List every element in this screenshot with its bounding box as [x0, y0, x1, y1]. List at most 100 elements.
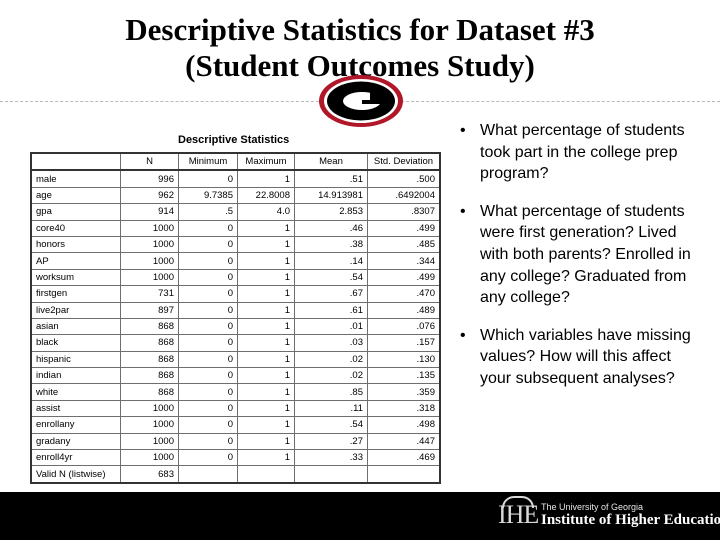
cell-mean: 14.913981 — [294, 186, 368, 205]
cell-mean: .14 — [294, 252, 368, 270]
table-row: asian 868 0 1.01.076 — [30, 317, 441, 336]
cell-maximum: 1 — [237, 317, 295, 336]
cell-std-deviation: .499 — [367, 219, 441, 237]
table-row: black 868 0 1.03.157 — [30, 334, 441, 352]
cell-variable: hispanic — [30, 350, 121, 369]
cell-minimum: 0 — [178, 432, 238, 451]
table-row: gpa 914.5 4.0 2.853.8307 — [30, 203, 441, 221]
header-mean: Mean — [294, 152, 368, 172]
cell-mean: .54 — [294, 268, 368, 287]
cell-minimum: 0 — [178, 219, 238, 237]
table-header-row: N Minimum Maximum Mean Std. Deviation — [30, 152, 441, 172]
cell-variable: AP — [30, 252, 121, 270]
table-row: hispanic 868 0 1.02.130 — [30, 350, 441, 369]
cell-maximum: 1 — [237, 219, 295, 237]
cell-mean — [294, 465, 368, 484]
table-row: worksum 1000 0 1.54.499 — [30, 268, 441, 287]
cell-minimum — [178, 465, 238, 484]
cell-variable: live2par — [30, 301, 121, 319]
cell-variable: indian — [30, 367, 121, 385]
header-std-deviation: Std. Deviation — [367, 152, 441, 172]
slide-title-line-1: Descriptive Statistics for Dataset #3 — [125, 12, 595, 47]
cell-variable: age — [30, 186, 121, 205]
cell-minimum: 9.7385 — [178, 186, 238, 205]
cell-n: 914 — [120, 203, 179, 221]
cell-n: 1000 — [120, 235, 179, 254]
cell-n: 1000 — [120, 416, 179, 434]
cell-n: 868 — [120, 334, 179, 352]
cell-variable: asian — [30, 317, 121, 336]
cell-minimum: 0 — [178, 285, 238, 303]
cell-maximum: 1 — [237, 383, 295, 401]
table-row: age 962 9.7385 22.8008 14.913981.6492004 — [30, 186, 441, 205]
cell-mean: .03 — [294, 334, 368, 352]
cell-minimum: 0 — [178, 334, 238, 352]
cell-maximum: 1 — [237, 399, 295, 418]
cell-maximum: 1 — [237, 268, 295, 287]
cell-n: 868 — [120, 383, 179, 401]
cell-mean: .85 — [294, 383, 368, 401]
header-variable — [30, 152, 121, 172]
cell-mean: .01 — [294, 317, 368, 336]
cell-maximum: 1 — [237, 334, 295, 352]
cell-maximum: 1 — [237, 350, 295, 369]
cell-mean: .61 — [294, 301, 368, 319]
bullet-dot-icon: • — [460, 122, 466, 139]
cell-maximum: 1 — [237, 367, 295, 385]
cell-minimum: 0 — [178, 169, 238, 188]
cell-n: 868 — [120, 350, 179, 369]
cell-minimum: 0 — [178, 399, 238, 418]
bullet-dot-icon: • — [460, 326, 466, 344]
cell-maximum: 1 — [237, 449, 295, 467]
cell-minimum: 0 — [178, 449, 238, 467]
cell-std-deviation: .135 — [367, 367, 441, 385]
table-row: assist 1000 0 1.11.318 — [30, 399, 441, 418]
cell-maximum — [237, 465, 295, 484]
cell-variable: white — [30, 383, 121, 401]
cell-n: 1000 — [120, 432, 179, 451]
cell-n: 868 — [120, 317, 179, 336]
cell-minimum: 0 — [178, 268, 238, 287]
cell-std-deviation — [367, 465, 441, 484]
cell-maximum: 1 — [237, 416, 295, 434]
table-row: enroll4yr 1000 0 1.33.469 — [30, 449, 441, 467]
cell-variable: male — [30, 169, 121, 188]
cell-std-deviation: .8307 — [367, 203, 441, 221]
cell-maximum: 1 — [237, 169, 295, 188]
cell-minimum: 0 — [178, 416, 238, 434]
cell-n: 1000 — [120, 268, 179, 287]
cell-minimum: .5 — [178, 203, 238, 221]
cell-variable: enrollany — [30, 416, 121, 434]
cell-maximum: 1 — [237, 285, 295, 303]
cell-minimum: 0 — [178, 235, 238, 254]
cell-mean: .51 — [294, 169, 368, 188]
cell-n: 1000 — [120, 399, 179, 418]
cell-std-deviation: .469 — [367, 449, 441, 467]
ihe-mark: IHE — [498, 500, 539, 529]
cell-variable: enroll4yr — [30, 449, 121, 467]
cell-n: 1000 — [120, 219, 179, 237]
table-title: Descriptive Statistics — [178, 134, 290, 146]
ihe-institute-name: Institute of Higher Education — [541, 512, 720, 528]
cell-n: 731 — [120, 285, 179, 303]
cell-maximum: 1 — [237, 252, 295, 270]
georgia-g-logo-icon — [319, 75, 403, 127]
cell-mean: .46 — [294, 219, 368, 237]
descriptive-statistics-table: N Minimum Maximum Mean Std. Deviation ma… — [30, 152, 441, 484]
table-row: male 996 0 1.51.500 — [30, 169, 441, 188]
cell-minimum: 0 — [178, 317, 238, 336]
cell-n: 868 — [120, 367, 179, 385]
table-body: male 996 0 1.51.500 age 962 9.7385 22.8008 14.91… — [30, 169, 441, 484]
header-n: N — [120, 152, 179, 172]
cell-std-deviation: .6492004 — [367, 186, 441, 205]
table-row: honors 1000 0 1.38.485 — [30, 235, 441, 254]
question-text: Which variables have missing values? How… — [480, 326, 691, 387]
cell-std-deviation: .447 — [367, 432, 441, 451]
discussion-questions: • What percentage of students took part i… — [456, 120, 706, 406]
cell-maximum: 1 — [237, 235, 295, 254]
cell-minimum: 0 — [178, 350, 238, 369]
cell-std-deviation: .485 — [367, 235, 441, 254]
table-row: gradany 1000 0 1.27.447 — [30, 432, 441, 451]
cell-variable: gpa — [30, 203, 121, 221]
cell-variable: core40 — [30, 219, 121, 237]
